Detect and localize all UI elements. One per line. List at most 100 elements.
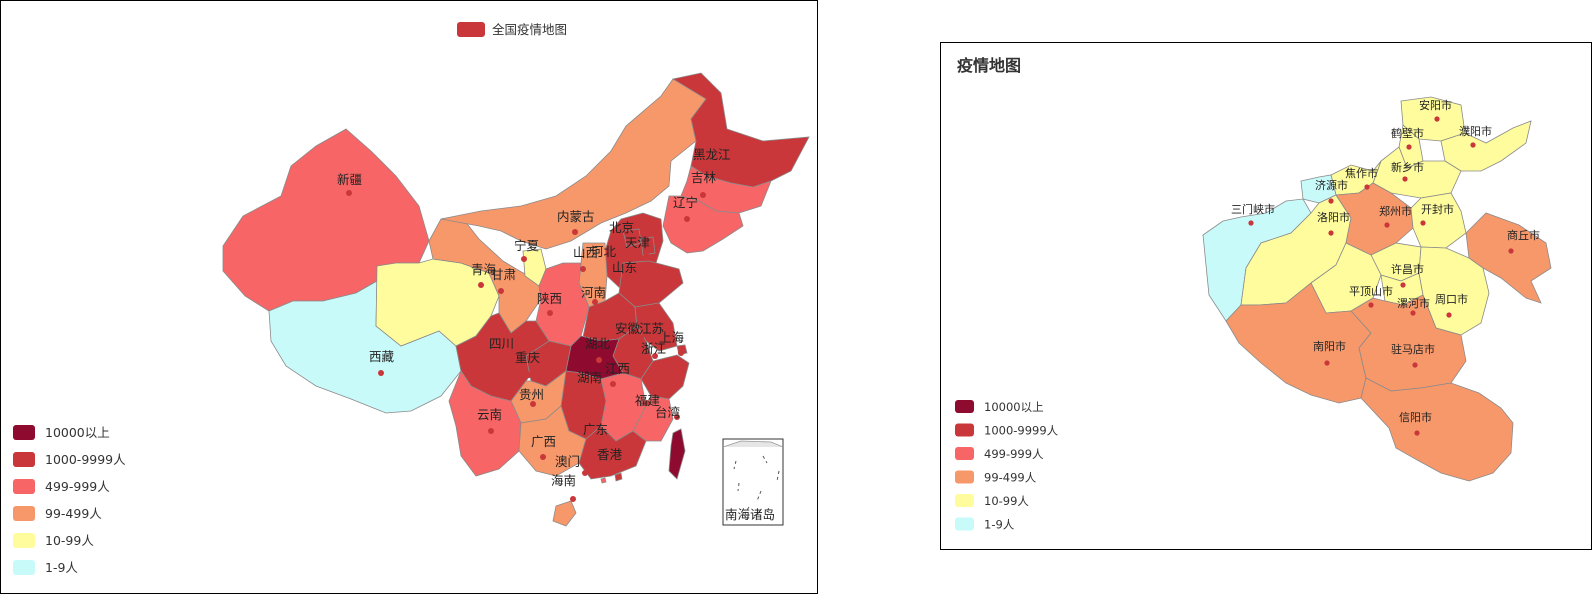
series-legend[interactable]: 全国疫情地图 bbox=[457, 22, 567, 37]
city-label: 三门峡市 bbox=[1231, 202, 1275, 216]
province-shapes bbox=[222, 72, 810, 527]
city-kaifeng[interactable] bbox=[1410, 192, 1467, 249]
legend-swatch bbox=[955, 423, 974, 437]
south-china-sea-inset: 南海诸岛 bbox=[722, 438, 784, 526]
province-marker bbox=[478, 282, 484, 288]
province-label: 云南 bbox=[477, 407, 502, 422]
province-label: 台湾 bbox=[655, 405, 680, 420]
legend-swatch bbox=[13, 452, 35, 467]
province-qinghai[interactable] bbox=[375, 258, 500, 347]
province-label: 山西 bbox=[573, 245, 598, 260]
province-label: 海南 bbox=[551, 473, 576, 488]
province-label: 吉林 bbox=[691, 170, 717, 185]
city-label: 周口市 bbox=[1435, 292, 1468, 306]
province-gansu[interactable] bbox=[428, 215, 542, 334]
province-jilin[interactable] bbox=[680, 165, 772, 214]
legend-label: 499-999人 bbox=[984, 447, 1044, 461]
legend-item[interactable]: 10-99人 bbox=[955, 494, 1029, 508]
legend-item[interactable]: 499-999人 bbox=[13, 479, 110, 494]
province-marker bbox=[606, 466, 612, 472]
province-label: 浙江 bbox=[641, 341, 666, 356]
legend-item[interactable]: 99-499人 bbox=[13, 506, 102, 521]
legend-swatch bbox=[955, 400, 974, 413]
province-hongkong[interactable] bbox=[614, 472, 623, 482]
province-marker bbox=[578, 383, 584, 389]
legend-item[interactable]: 499-999人 bbox=[955, 447, 1044, 461]
city-xinyang[interactable] bbox=[1360, 377, 1514, 482]
province-label: 澳门 bbox=[555, 454, 580, 469]
legend-item[interactable]: 1000-9999人 bbox=[13, 452, 126, 467]
legend-item[interactable]: 99-499人 bbox=[955, 470, 1037, 485]
city-marker bbox=[1434, 116, 1440, 122]
province-taiwan[interactable] bbox=[668, 428, 686, 480]
city-marker bbox=[1410, 310, 1416, 316]
province-label: 宁夏 bbox=[514, 238, 540, 253]
visual-map-legend[interactable]: 10000以上 1000-9999人 499-999人 99-499人 10-99人 1-… bbox=[13, 425, 126, 575]
legend-swatch bbox=[13, 479, 35, 494]
legend-label: 499-999人 bbox=[45, 479, 110, 494]
province-label: 山东 bbox=[612, 260, 637, 275]
province-label: 辽宁 bbox=[673, 195, 698, 210]
legend-item[interactable]: 10000以上 bbox=[955, 400, 1044, 414]
province-marker bbox=[644, 400, 650, 406]
city-marker bbox=[1412, 362, 1418, 368]
legend-item[interactable]: 10000以上 bbox=[13, 425, 110, 440]
province-marker bbox=[580, 266, 586, 272]
province-marker bbox=[592, 299, 598, 305]
legend-label: 10-99人 bbox=[45, 533, 94, 548]
legend-swatch bbox=[955, 470, 974, 484]
province-label: 陕西 bbox=[537, 291, 562, 306]
province-marker bbox=[488, 428, 494, 434]
province-label: 河南 bbox=[581, 285, 606, 300]
province-marker bbox=[596, 357, 602, 363]
province-yunnan[interactable] bbox=[448, 370, 522, 477]
province-zhejiang[interactable] bbox=[640, 354, 690, 400]
province-shaanxi[interactable] bbox=[535, 262, 590, 347]
province-label: 甘肃 bbox=[491, 267, 516, 282]
province-label: 黑龙江 bbox=[693, 147, 731, 162]
city-marker bbox=[1400, 282, 1406, 288]
legend-item[interactable]: 1-9人 bbox=[955, 517, 1015, 532]
city-label: 濮阳市 bbox=[1459, 124, 1492, 138]
province-marker bbox=[572, 229, 578, 235]
province-marker bbox=[628, 236, 634, 242]
city-label: 信阳市 bbox=[1399, 410, 1432, 424]
legend-swatch bbox=[13, 533, 35, 548]
legend-item[interactable]: 10-99人 bbox=[13, 533, 94, 548]
province-macao[interactable] bbox=[600, 477, 607, 484]
province-marker bbox=[612, 327, 618, 333]
province-marker bbox=[610, 256, 616, 262]
legend-label: 99-499人 bbox=[45, 506, 102, 521]
province-label: 广西 bbox=[531, 434, 556, 449]
city-zhumadian[interactable] bbox=[1350, 294, 1467, 392]
city-marker bbox=[1508, 248, 1514, 254]
province-label: 湖北 bbox=[585, 336, 611, 351]
city-label: 驻马店市 bbox=[1391, 342, 1435, 356]
city-label: 安阳市 bbox=[1419, 98, 1452, 112]
legend-swatch bbox=[13, 506, 35, 521]
province-marker bbox=[498, 288, 504, 294]
province-hainan[interactable] bbox=[552, 500, 577, 527]
henan-visual-map-legend[interactable]: 10000以上 1000-9999人 499-999人 99-499人 10-99人 1-… bbox=[955, 400, 1059, 532]
legend-item[interactable]: 1-9人 bbox=[13, 560, 78, 575]
series-legend-swatch bbox=[457, 22, 485, 37]
province-label: 广东 bbox=[583, 422, 608, 437]
province-label: 四川 bbox=[489, 336, 514, 351]
legend-item[interactable]: 1000-9999人 bbox=[955, 423, 1059, 438]
city-label: 开封市 bbox=[1421, 202, 1454, 216]
province-liaoning[interactable] bbox=[662, 195, 744, 254]
city-marker bbox=[1324, 360, 1330, 366]
province-marker bbox=[684, 216, 690, 222]
legend-swatch bbox=[13, 425, 35, 440]
legend-swatch bbox=[13, 560, 35, 575]
legend-label: 10000以上 bbox=[45, 425, 110, 440]
province-marker bbox=[570, 496, 576, 502]
henan-title: 疫情地图 bbox=[957, 56, 1021, 75]
province-marker bbox=[547, 310, 553, 316]
legend-label: 1000-9999人 bbox=[984, 424, 1059, 438]
city-marker bbox=[1248, 220, 1254, 226]
city-marker bbox=[1420, 220, 1426, 226]
